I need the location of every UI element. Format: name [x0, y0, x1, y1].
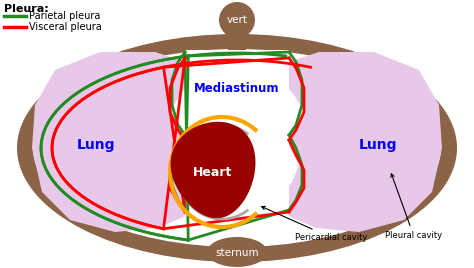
Text: Pericardial cavity: Pericardial cavity [262, 206, 367, 242]
Text: sternum: sternum [215, 248, 259, 258]
Ellipse shape [33, 49, 441, 247]
Polygon shape [185, 50, 289, 240]
Text: Lung: Lung [77, 138, 115, 152]
Ellipse shape [207, 237, 267, 267]
Text: Mediastinum: Mediastinum [194, 81, 280, 95]
Text: Heart: Heart [193, 166, 233, 178]
Text: Pleural cavity: Pleural cavity [385, 174, 442, 240]
Text: Pleura:: Pleura: [4, 4, 49, 14]
Ellipse shape [17, 34, 457, 262]
Text: Parietal pleura: Parietal pleura [29, 11, 100, 21]
Text: vert: vert [227, 15, 247, 25]
Polygon shape [32, 52, 195, 232]
Text: Visceral pleura: Visceral pleura [29, 22, 102, 32]
Circle shape [219, 2, 255, 38]
Polygon shape [171, 122, 255, 218]
Polygon shape [228, 38, 246, 50]
Text: Lung: Lung [359, 138, 397, 152]
Polygon shape [279, 52, 442, 232]
